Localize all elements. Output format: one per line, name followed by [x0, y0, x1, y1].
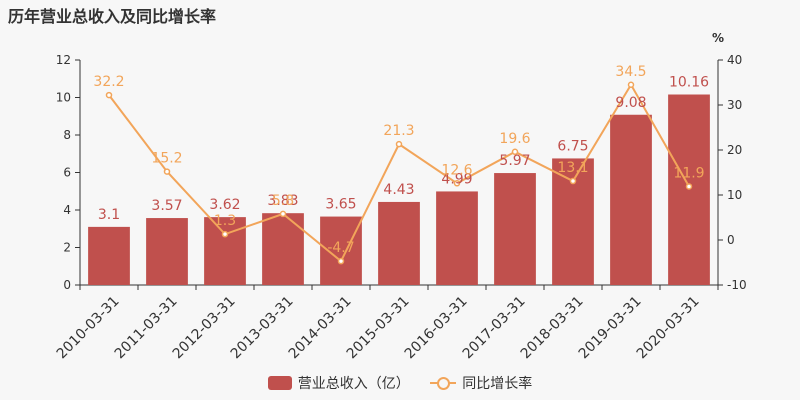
legend-revenue-label: 营业总收入（亿） — [297, 376, 410, 392]
bar — [610, 114, 652, 285]
bar — [146, 218, 188, 285]
bar-value-label: 6.75 — [557, 138, 588, 154]
legend-bar-swatch — [267, 376, 292, 390]
bar — [88, 226, 130, 285]
growth-point — [221, 230, 229, 238]
bar-value-label: 9.08 — [615, 95, 646, 111]
bar — [494, 173, 536, 285]
growth-value-label: 32.2 — [93, 74, 124, 90]
y-right-tick-label: -10 — [727, 278, 747, 292]
y-right-tick-label: 20 — [727, 143, 742, 157]
growth-point — [395, 140, 403, 148]
growth-point — [569, 177, 577, 185]
chart-title: 历年营业总收入及同比增长率 — [8, 7, 217, 26]
growth-point — [685, 183, 693, 190]
growth-point — [279, 210, 287, 218]
growth-value-label: 34.5 — [615, 64, 646, 80]
bar — [552, 158, 594, 285]
growth-value-label: 1.3 — [214, 213, 236, 229]
growth-value-label: 13.1 — [557, 160, 588, 176]
bar-value-label: 4.43 — [383, 182, 414, 198]
growth-value-label: 15.2 — [151, 151, 182, 167]
growth-value-label: -4.7 — [327, 240, 354, 256]
bar-value-label: 3.57 — [151, 198, 182, 214]
bar-value-label: 10.16 — [669, 75, 709, 91]
bar-value-label: 5.97 — [499, 153, 530, 169]
growth-value-label: 19.6 — [499, 131, 530, 147]
growth-value-label: 5.8 — [272, 193, 294, 209]
legend-growth-label: 同比增长率 — [462, 376, 533, 392]
y-left-tick-label: 2 — [63, 241, 71, 255]
bar-value-label: 3.62 — [209, 197, 240, 213]
y-left-tick-label: 12 — [56, 53, 71, 67]
bar-value-label: 3.65 — [325, 197, 356, 213]
y-right-tick-label: 10 — [727, 188, 742, 202]
bar-value-label: 4.99 — [441, 171, 472, 187]
growth-point — [453, 180, 461, 187]
y-left-tick-label: 6 — [63, 166, 71, 180]
y-right-tick-label: 40 — [727, 53, 742, 67]
x-tick-label: 2020-03-31 — [634, 293, 703, 362]
growth-point — [105, 91, 113, 99]
y-right-tick-label: 0 — [727, 233, 735, 247]
legend-line-swatch — [430, 376, 457, 390]
legend-item-growth[interactable]: 同比增长率 — [430, 373, 532, 393]
y-left-tick-label: 8 — [63, 128, 71, 142]
bar — [262, 213, 304, 285]
growth-point — [511, 148, 519, 156]
y-left-tick-label: 4 — [63, 203, 71, 217]
growth-point — [627, 81, 635, 88]
y-left-tick-label: 0 — [63, 278, 71, 292]
y-right-unit: % — [712, 31, 724, 45]
growth-value-label: 21.3 — [383, 123, 414, 139]
growth-value-label: 11.9 — [673, 165, 704, 181]
bar — [668, 94, 710, 285]
growth-point — [337, 257, 345, 265]
legend-item-revenue[interactable]: 营业总收入（亿） — [267, 373, 410, 393]
bar — [378, 201, 420, 285]
growth-value-label: 12.6 — [441, 162, 472, 178]
bar-value-label: 3.1 — [98, 207, 120, 223]
y-right-tick-label: 30 — [727, 98, 742, 112]
bar — [436, 191, 478, 285]
bar-value-label: 3.83 — [267, 193, 298, 209]
growth-point — [163, 168, 171, 175]
y-left-tick-label: 10 — [56, 91, 71, 105]
legend: 营业总收入（亿） 同比增长率 — [0, 373, 800, 394]
